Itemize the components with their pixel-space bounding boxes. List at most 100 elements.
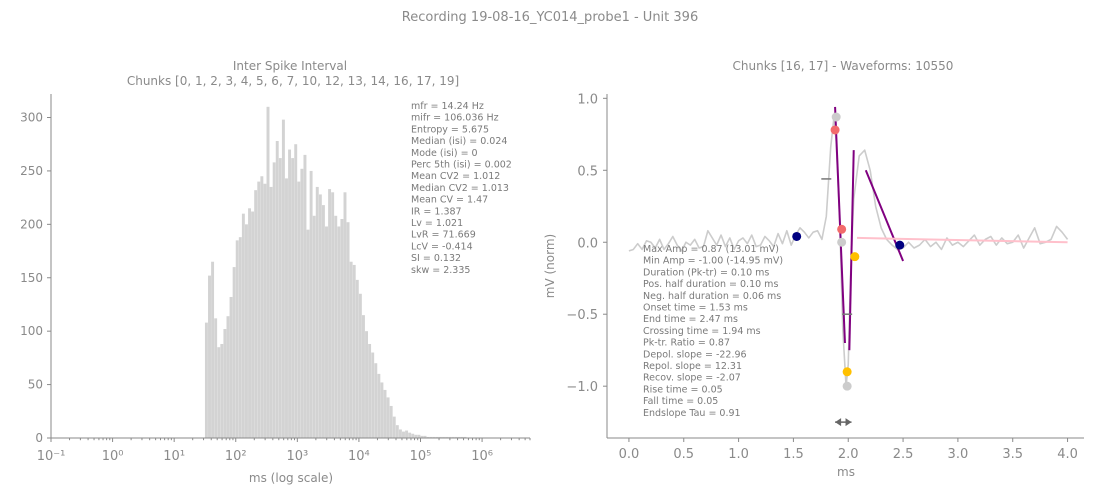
waveform-point-marker: [837, 224, 847, 234]
isi-bar: [346, 222, 350, 438]
isi-bar: [294, 144, 298, 438]
isi-stat-line: Perc 5th (isi) = 0.002: [411, 160, 512, 171]
isi-xtick-label: 10⁰: [102, 449, 124, 464]
isi-bar: [325, 226, 328, 438]
waveform-stat-line: Pk-tr. Ratio = 0.87: [643, 338, 730, 349]
isi-axes: 0 50 100 150 200 250 300 10⁻¹ 10⁰ 10¹ 10² 10³ 10⁴ 10⁵…: [20, 94, 531, 464]
isi-bars: [204, 106, 467, 439]
waveform-stat-line: Repol. slope = 12.31: [643, 361, 742, 372]
waveform-markers: [792, 112, 905, 427]
duration-arrow-left-head: [835, 418, 842, 427]
isi-bar: [398, 429, 402, 438]
isi-xtick-label: 10⁴: [348, 449, 370, 464]
isi-bar: [408, 432, 412, 438]
waveform-stat-line: Endslope Tau = 0.91: [643, 408, 741, 419]
waveform-stat-line: Duration (Pk-tr) = 0.10 ms: [643, 267, 769, 278]
isi-stat-line: Median (isi) = 0.024: [411, 136, 507, 147]
isi-stat-line: mifr = 106.036 Hz: [411, 113, 499, 124]
waveform-stat-line: End time = 2.47 ms: [643, 314, 738, 325]
isi-stat-line: IR = 1.387: [411, 206, 462, 217]
waveform-xtick-label: 0.0: [619, 447, 640, 462]
isi-bar: [386, 397, 390, 438]
isi-bar: [451, 436, 455, 438]
isi-bar: [331, 192, 335, 438]
isi-bar: [445, 436, 449, 438]
isi-ytick-label: 100: [20, 324, 43, 338]
isi-bar: [337, 226, 341, 438]
isi-bar: [288, 149, 292, 438]
waveform-stats-annotation: Max Amp = 0.87 (13.01 mV)Min Amp = -1.00…: [643, 244, 783, 419]
isi-stat-line: Entropy = 5.675: [411, 124, 489, 135]
isi-bar: [312, 215, 316, 438]
isi-bar: [260, 176, 264, 438]
isi-ytick-label: 0: [35, 431, 43, 445]
isi-bar: [365, 331, 369, 438]
isi-bar: [223, 329, 227, 438]
waveform-stat-line: Recov. slope = -2.07: [643, 373, 741, 384]
isi-bar: [448, 436, 452, 438]
waveform-stat-line: Rise time = 0.05: [643, 384, 723, 395]
waveform-xtick-label: 2.0: [838, 447, 859, 462]
waveform-ytick-label: 0.0: [577, 236, 598, 251]
waveform-axes: 1.0 0.5 0.0 −0.5 −1.0 0.0 0.5 1.0 1.5 2.0 2.5 3.0 3.…: [566, 92, 1084, 462]
isi-bar: [380, 382, 384, 438]
isi-bar: [263, 183, 267, 438]
isi-xtick-label: 10¹: [163, 449, 185, 464]
isi-bar: [272, 162, 276, 438]
isi-xtick-label: 10⁶: [471, 449, 493, 464]
isi-bar: [389, 405, 393, 438]
isi-bar: [220, 343, 224, 438]
isi-bar: [334, 215, 338, 438]
waveform-point-marker: [792, 231, 802, 241]
waveform-stat-line: Max Amp = 0.87 (13.01 mV): [643, 244, 779, 255]
isi-xlabel: ms (log scale): [249, 471, 333, 485]
isi-bar: [402, 431, 405, 438]
isi-bar: [211, 261, 215, 438]
isi-stat-line: mfr = 14.24 Hz: [411, 101, 484, 112]
isi-bar: [454, 436, 458, 438]
isi-bar: [435, 436, 439, 438]
waveform-xtick-label: 3.0: [948, 447, 969, 462]
isi-bar: [269, 186, 273, 438]
isi-bar: [315, 186, 319, 438]
isi-bar: [217, 347, 221, 438]
isi-bar: [414, 434, 418, 438]
waveform-xtick-label: 2.5: [893, 447, 914, 462]
isi-bar: [352, 264, 356, 438]
isi-bar: [266, 106, 270, 438]
duration-arrow-right-head: [845, 418, 852, 427]
isi-bar: [297, 181, 301, 438]
figure-suptitle: Recording 19-08-16_YC014_probe1 - Unit 3…: [402, 10, 698, 25]
isi-bar: [321, 205, 325, 438]
isi-bar: [275, 141, 279, 438]
isi-bar: [438, 436, 442, 438]
isi-bar: [318, 194, 322, 438]
waveform-ytick-label: 1.0: [577, 92, 598, 107]
isi-bar: [238, 237, 242, 438]
isi-stat-line: Mode (isi) = 0: [411, 148, 478, 159]
waveform-fit-line: [856, 236, 1068, 244]
isi-bar: [371, 352, 375, 438]
waveform-title: Chunks [16, 17] - Waveforms: 10550: [733, 59, 954, 73]
isi-bar: [432, 436, 436, 438]
isi-bar: [355, 279, 359, 438]
isi-bar: [208, 275, 211, 438]
waveform-fit-line: [848, 150, 855, 351]
waveform-point-marker: [842, 381, 852, 391]
isi-subtitle: Chunks [0, 1, 2, 3, 4, 5, 6, 7, 10, 12, …: [127, 74, 459, 88]
isi-stat-line: Lv = 1.021: [411, 218, 463, 229]
isi-stat-line: SI = 0.132: [411, 253, 461, 264]
isi-ytick-label: 50: [28, 378, 43, 392]
isi-bar: [285, 178, 288, 438]
isi-bar: [204, 322, 208, 438]
isi-bar: [254, 190, 258, 438]
isi-bar: [377, 373, 381, 438]
isi-bar: [241, 213, 245, 438]
isi-xtick-label: 10³: [286, 449, 308, 464]
waveform-point-marker: [850, 252, 860, 262]
isi-bar: [244, 224, 248, 438]
isi-bar: [235, 240, 239, 438]
